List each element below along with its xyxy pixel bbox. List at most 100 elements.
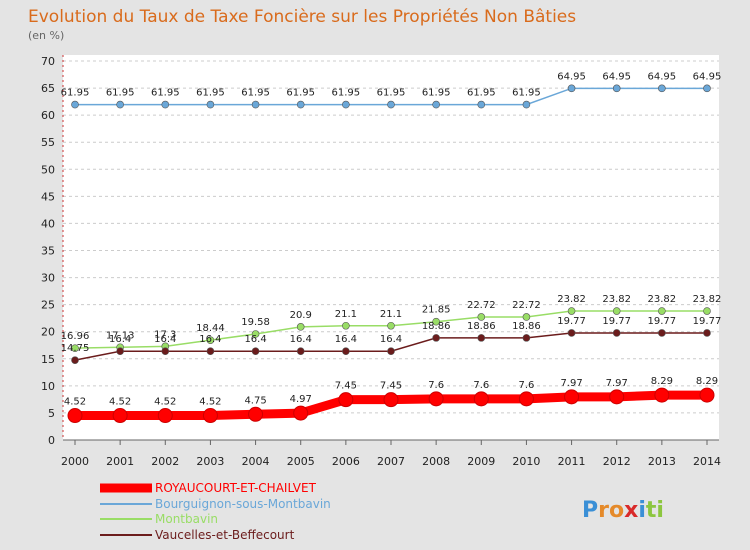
data-point bbox=[477, 100, 486, 109]
data-label: 16.4 bbox=[380, 334, 402, 345]
data-label: 7.97 bbox=[606, 378, 628, 389]
legend-label: Montbavin bbox=[155, 512, 218, 526]
x-tick-label: 2002 bbox=[151, 455, 179, 468]
y-tick-label: 25 bbox=[41, 299, 55, 312]
legend-item: Vaucelles-et-Beffecourt bbox=[100, 528, 295, 542]
legend-label: Vaucelles-et-Beffecourt bbox=[155, 528, 295, 542]
data-label: 20.9 bbox=[290, 310, 312, 321]
data-label: 61.95 bbox=[151, 88, 180, 99]
data-point bbox=[116, 347, 124, 356]
data-point bbox=[477, 334, 486, 342]
data-label: 21.85 bbox=[422, 305, 451, 316]
data-label: 18.86 bbox=[512, 321, 541, 332]
data-label: 14.75 bbox=[61, 343, 90, 354]
data-label: 61.95 bbox=[61, 88, 90, 99]
data-label: 61.95 bbox=[467, 88, 496, 99]
data-point bbox=[612, 307, 621, 315]
logo-letter: P bbox=[582, 498, 598, 523]
x-tick-label: 2008 bbox=[422, 455, 450, 468]
x-tick-label: 2007 bbox=[377, 455, 405, 468]
legend-label: Bourguignon-sous-Montbavin bbox=[155, 497, 331, 511]
data-label: 4.75 bbox=[244, 395, 266, 406]
data-point bbox=[206, 100, 215, 109]
legend-item: ROYAUCOURT-ET-CHAILVET bbox=[100, 481, 317, 495]
data-label: 61.95 bbox=[241, 88, 270, 99]
y-tick-label: 65 bbox=[41, 82, 55, 95]
logo-letter: t bbox=[646, 498, 657, 523]
data-point bbox=[387, 347, 395, 356]
series-royaucourt-et-chailvet: 4.52 4.52 4.52 4.52 4.75 4.97 7.45 7.45 7.6 7.6 7.… bbox=[64, 376, 718, 424]
data-point bbox=[202, 408, 218, 424]
data-point bbox=[67, 408, 83, 424]
data-label: 16.4 bbox=[109, 334, 131, 345]
x-tick-label: 2012 bbox=[603, 455, 631, 468]
series-montbavin: 16.96 17.13 17.3 18.44 19.58 20.9 21.1 21.1 21.8… bbox=[61, 294, 721, 352]
data-point bbox=[342, 321, 350, 330]
data-point bbox=[342, 347, 350, 356]
data-point bbox=[658, 307, 666, 315]
data-label: 16.4 bbox=[290, 334, 312, 345]
legend: ROYAUCOURT-ET-CHAILVET Bourguignon-sous-M… bbox=[100, 481, 331, 542]
data-point bbox=[296, 100, 305, 109]
chart-subtitle: (en %) bbox=[28, 29, 64, 42]
plot-background bbox=[63, 55, 719, 440]
data-label: 64.95 bbox=[648, 71, 677, 82]
data-label: 19.77 bbox=[693, 316, 722, 327]
data-point bbox=[387, 100, 395, 109]
y-tick-label: 5 bbox=[48, 407, 55, 420]
y-tick-label: 0 bbox=[48, 434, 55, 447]
plot-area: 0 5 10 15 20 25 30 35 40 45 50 55 60 65 70 2000 2001 2002… bbox=[41, 55, 721, 468]
y-tick-label: 55 bbox=[41, 136, 55, 149]
data-point bbox=[296, 323, 305, 331]
data-point bbox=[251, 100, 260, 109]
data-label: 21.1 bbox=[335, 309, 357, 320]
data-point bbox=[387, 321, 395, 330]
x-tick-label: 2014 bbox=[693, 455, 721, 468]
data-label: 19.77 bbox=[557, 316, 586, 327]
legend-item: Bourguignon-sous-Montbavin bbox=[100, 497, 331, 511]
data-label: 22.72 bbox=[467, 300, 496, 311]
data-point bbox=[699, 387, 715, 403]
data-point bbox=[473, 391, 489, 407]
data-label: 19.77 bbox=[602, 316, 631, 327]
data-label: 61.95 bbox=[196, 88, 225, 99]
data-label: 64.95 bbox=[557, 71, 586, 82]
data-point bbox=[432, 317, 440, 326]
data-point bbox=[522, 334, 531, 342]
data-label: 7.6 bbox=[473, 380, 489, 391]
data-label: 23.82 bbox=[557, 294, 586, 305]
data-point bbox=[251, 347, 260, 356]
data-label: 4.52 bbox=[154, 397, 176, 408]
data-point bbox=[71, 356, 79, 364]
data-point bbox=[342, 100, 350, 109]
data-label: 23.82 bbox=[602, 294, 631, 305]
data-label: 19.58 bbox=[241, 317, 270, 328]
data-point bbox=[161, 100, 170, 109]
data-point bbox=[71, 100, 79, 109]
data-label: 23.82 bbox=[648, 294, 677, 305]
x-tick-label: 2004 bbox=[242, 455, 270, 468]
y-tick-label: 35 bbox=[41, 245, 55, 258]
x-tick-label: 2000 bbox=[61, 455, 89, 468]
data-label: 61.95 bbox=[286, 88, 315, 99]
data-point bbox=[612, 84, 621, 93]
data-point bbox=[112, 408, 128, 424]
proxiti-logo: Proxiti bbox=[582, 498, 664, 523]
data-point bbox=[71, 344, 79, 352]
data-point bbox=[251, 330, 260, 338]
data-point bbox=[703, 84, 711, 93]
data-point bbox=[522, 100, 531, 109]
data-label: 8.29 bbox=[651, 376, 673, 387]
y-tick-label: 45 bbox=[41, 190, 55, 203]
data-label: 22.72 bbox=[512, 300, 541, 311]
data-point bbox=[658, 329, 666, 337]
data-label: 8.29 bbox=[696, 376, 718, 387]
data-label: 21.1 bbox=[380, 309, 402, 320]
y-tick-label: 60 bbox=[41, 109, 55, 122]
chart-title: Evolution du Taux de Taxe Foncière sur l… bbox=[28, 7, 576, 27]
data-label: 61.95 bbox=[332, 88, 361, 99]
data-point bbox=[567, 307, 576, 315]
data-point bbox=[567, 329, 576, 337]
data-label: 19.77 bbox=[648, 316, 677, 327]
data-label: 18.86 bbox=[422, 321, 451, 332]
